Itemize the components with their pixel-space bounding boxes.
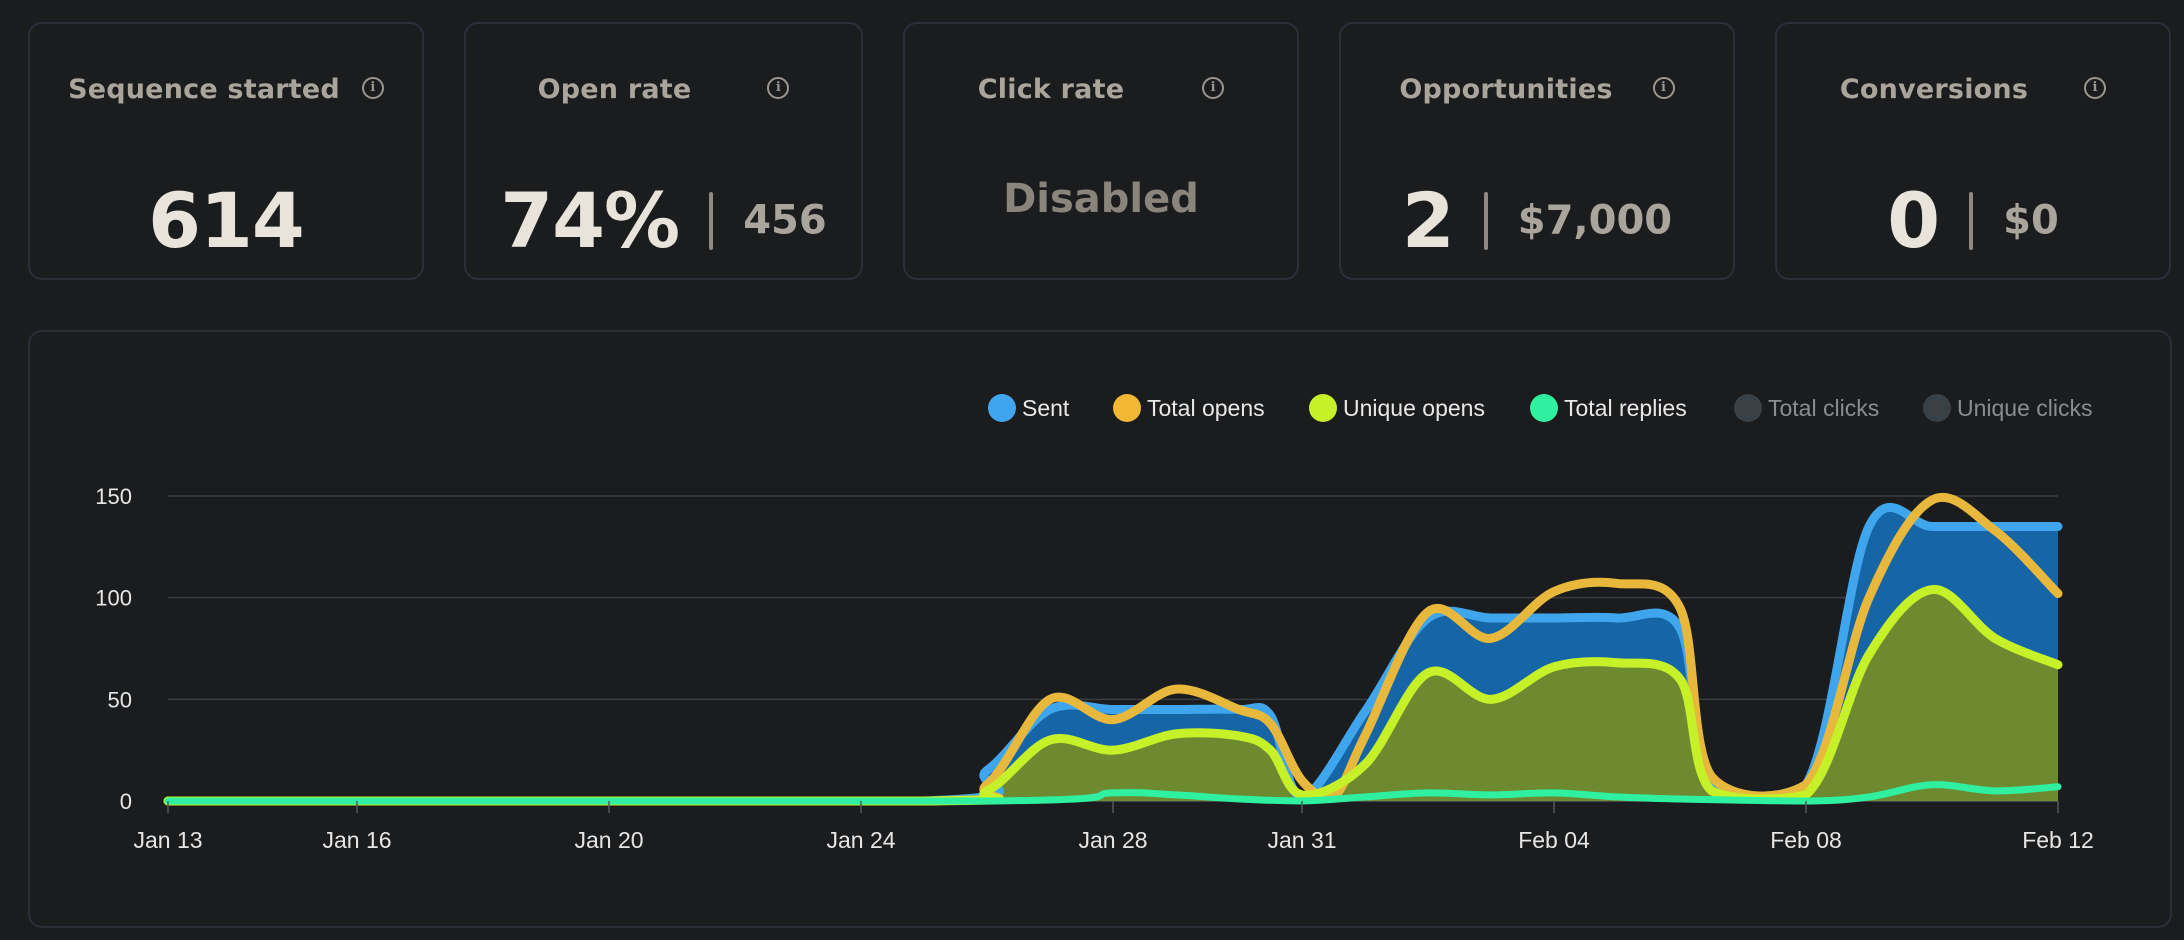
card-title: Sequence started <box>68 74 340 105</box>
chart-areas <box>168 507 2058 801</box>
legend-label: Total opens <box>1147 395 1265 421</box>
legend-item-unique-opens[interactable]: Unique opens <box>1309 394 1485 422</box>
legend-swatch <box>1309 394 1337 422</box>
divider <box>709 191 714 250</box>
info-icon[interactable]: i <box>361 76 384 99</box>
y-tick-label: 100 <box>95 586 132 611</box>
legend-label: Total clicks <box>1768 395 1879 421</box>
card-value: 0 <box>1887 176 1940 265</box>
card-disabled-label: Disabled <box>1003 176 1199 222</box>
info-icon[interactable]: i <box>1652 76 1675 99</box>
x-tick-label: Feb 08 <box>1770 827 1842 853</box>
x-tick-label: Feb 04 <box>1518 827 1590 853</box>
x-tick-label: Jan 31 <box>1267 827 1336 853</box>
x-tick-label: Jan 24 <box>826 827 895 853</box>
legend-swatch <box>1113 394 1141 422</box>
series-area-unique-opens <box>168 589 2058 801</box>
y-tick-label: 0 <box>120 789 132 814</box>
info-icon[interactable]: i <box>1202 76 1225 99</box>
divider <box>1969 191 1974 250</box>
y-tick-label: 50 <box>108 687 132 712</box>
legend-swatch <box>988 394 1016 422</box>
kpi-card-opportunities: Opportunities i 2 $7,000 <box>1339 22 1735 280</box>
card-secondary-value: $0 <box>2003 197 2059 244</box>
legend-item-total-opens[interactable]: Total opens <box>1113 394 1265 422</box>
info-icon[interactable]: i <box>767 76 790 99</box>
card-secondary-value: $7,000 <box>1517 197 1673 244</box>
legend-swatch <box>1530 394 1558 422</box>
legend-item-unique-clicks[interactable]: Unique clicks <box>1923 394 2093 422</box>
card-value: 2 <box>1401 176 1455 265</box>
card-title: Open rate <box>537 74 692 105</box>
card-value: 74% <box>500 176 680 265</box>
x-axis: Jan 13 Jan 16 Jan 20 Jan 24 Jan 28 Jan 31 Feb … <box>133 801 2094 853</box>
legend-swatch <box>1923 394 1951 422</box>
card-title: Opportunities <box>1399 74 1613 105</box>
divider <box>1483 191 1488 250</box>
legend-swatch <box>1734 394 1762 422</box>
legend-item-total-clicks[interactable]: Total clicks <box>1734 394 1879 422</box>
kpi-card-click-rate: Click rate i Disabled <box>903 22 1299 280</box>
kpi-card-sequence-started: Sequence started i 614 <box>28 22 424 280</box>
series-line-unique-opens <box>163 585 2063 806</box>
card-secondary-value: 456 <box>743 197 827 244</box>
x-tick-label: Jan 13 <box>133 827 202 853</box>
legend-label: Sent <box>1022 395 1070 421</box>
kpi-card-conversions: Conversions i 0 $0 <box>1775 22 2171 280</box>
legend-item-sent[interactable]: Sent <box>988 394 1070 422</box>
y-tick-label: 150 <box>95 484 132 509</box>
legend-label: Unique clicks <box>1957 395 2093 421</box>
x-tick-label: Jan 28 <box>1078 827 1147 853</box>
card-title: Click rate <box>977 74 1125 105</box>
chart-legend: Sent Total opens Unique opens Total replies… <box>988 394 2093 422</box>
card-title: Conversions <box>1839 74 2029 105</box>
activity-chart-card <box>28 330 2172 928</box>
chart-lines <box>163 492 2063 806</box>
card-value: 614 <box>148 176 305 265</box>
y-axis: 0 50 100 150 <box>95 484 132 814</box>
x-tick-label: Feb 12 <box>2022 827 2094 853</box>
kpi-card-open-rate: Open rate i 74% 456 <box>464 22 863 280</box>
series-line-total-replies <box>164 781 2062 805</box>
legend-label: Unique opens <box>1343 395 1485 421</box>
info-icon[interactable]: i <box>2084 76 2107 99</box>
legend-item-total-replies[interactable]: Total replies <box>1530 394 1687 422</box>
x-tick-label: Jan 16 <box>322 827 391 853</box>
x-tick-label: Jan 20 <box>574 827 643 853</box>
legend-label: Total replies <box>1564 395 1687 421</box>
